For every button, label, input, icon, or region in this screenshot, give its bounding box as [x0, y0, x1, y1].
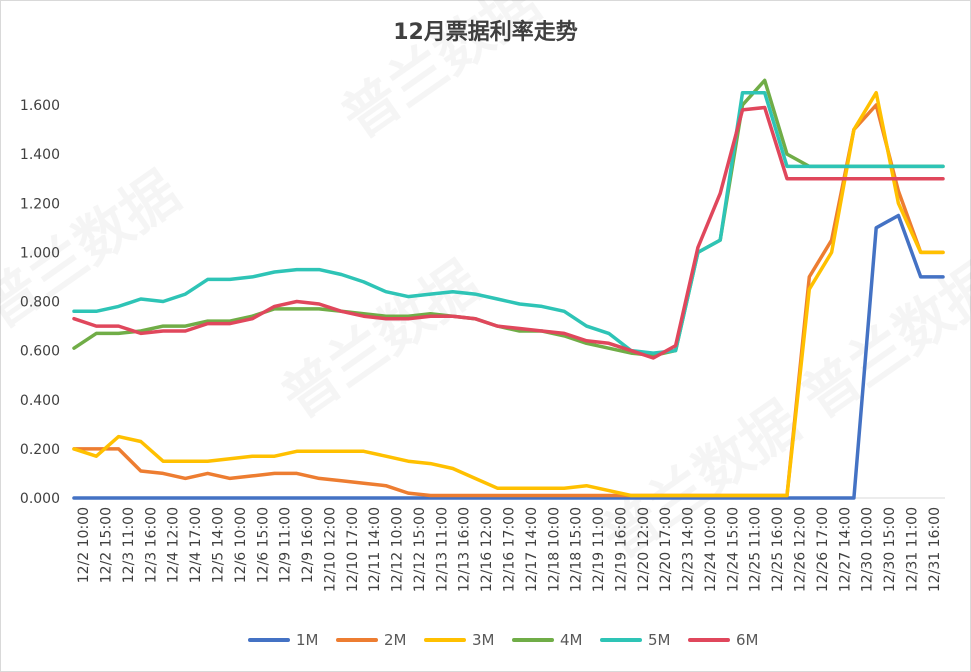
legend-label-1M: 1M: [296, 631, 319, 649]
y-tick-label: 0.200: [20, 442, 60, 458]
y-tick-label: 0.000: [20, 491, 60, 507]
x-tick-label: 12/19 16:00: [613, 507, 629, 592]
series-lines: [72, 78, 945, 500]
x-tick-label: 12/18 15:00: [569, 507, 585, 592]
x-tick-label: 12/12 15:00: [412, 507, 428, 592]
y-tick-label: 0.600: [20, 344, 60, 360]
x-tick-label: 12/17 14:00: [524, 507, 540, 592]
x-tick-label: 12/20 12:00: [636, 507, 652, 592]
x-tick-label: 12/26 17:00: [815, 507, 831, 592]
y-tick-label: 1.600: [20, 98, 60, 114]
x-tick-label: 12/31 11:00: [904, 507, 920, 592]
series-line-6M: [72, 105, 945, 360]
x-tick-label: 12/2 15:00: [99, 507, 115, 583]
x-tick-label: 12/4 17:00: [188, 507, 204, 583]
chart-title: 12月票据利率走势: [393, 20, 578, 45]
x-tick-label: 12/31 16:00: [927, 507, 943, 592]
x-tick-label: 12/25 16:00: [770, 507, 786, 592]
watermark: 普兰数据 普兰数据 普兰数据 普兰数据 普兰数据: [0, 0, 971, 571]
x-tick-label: 12/6 15:00: [255, 507, 271, 583]
x-tick-label: 12/6 10:00: [233, 507, 249, 583]
legend: 1M 2M 3M 4M 5M 6M: [248, 631, 759, 649]
series-line-3M: [72, 90, 945, 498]
x-tick-label: 12/3 11:00: [121, 507, 137, 583]
x-tick-label: 12/16 17:00: [502, 507, 518, 592]
x-tick-label: 12/23 14:00: [681, 507, 697, 592]
x-tick-label: 12/10 12:00: [322, 507, 338, 592]
legend-label-3M: 3M: [472, 631, 495, 649]
y-tick-label: 1.400: [20, 147, 60, 163]
x-tick-label: 12/3 16:00: [143, 507, 159, 583]
series-line-4M: [72, 78, 945, 358]
x-tick-label: 12/16 12:00: [479, 507, 495, 592]
y-tick-label: 1.000: [20, 245, 60, 261]
x-tick-label: 12/26 12:00: [793, 507, 809, 592]
x-tick-label: 12/10 17:00: [345, 507, 361, 592]
axes: 0.000 0.200 0.400 0.600 0.800 1.000 1.200 1.400…: [20, 98, 945, 592]
x-tick-label: 12/18 10:00: [546, 507, 562, 592]
legend-label-2M: 2M: [384, 631, 407, 649]
series-line-5M: [72, 90, 945, 355]
y-tick-label: 0.800: [20, 295, 60, 311]
x-tick-label: 12/30 15:00: [882, 507, 898, 592]
legend-label-4M: 4M: [560, 631, 583, 649]
x-tick-label: 12/2 10:00: [76, 507, 92, 583]
x-tick-label: 12/11 14:00: [367, 507, 383, 592]
x-tick-label: 12/24 15:00: [725, 507, 741, 592]
legend-label-5M: 5M: [648, 631, 671, 649]
y-tick-label: 0.400: [20, 393, 60, 409]
x-tick-label: 12/19 11:00: [591, 507, 607, 592]
x-tick-label: 12/13 11:00: [434, 507, 450, 592]
x-tick-label: 12/13 16:00: [457, 507, 473, 592]
x-tick-label: 12/9 16:00: [300, 507, 316, 583]
x-tick-label: 12/5 14:00: [211, 507, 227, 583]
x-tick-label: 12/27 14:00: [837, 507, 853, 592]
x-tick-label: 12/12 10:00: [390, 507, 406, 592]
x-tick-label: 12/30 10:00: [860, 507, 876, 592]
svg-text:普兰数据: 普兰数据: [271, 250, 492, 432]
x-tick-label: 12/24 10:00: [703, 507, 719, 592]
x-tick-label: 12/25 11:00: [748, 507, 764, 592]
svg-text:普兰数据: 普兰数据: [331, 0, 552, 151]
x-tick-label: 12/20 17:00: [658, 507, 674, 592]
legend-label-6M: 6M: [736, 631, 759, 649]
x-tick-label: 12/9 11:00: [278, 507, 294, 583]
series-line-1M: [72, 213, 945, 500]
y-tick-label: 1.200: [20, 196, 60, 212]
x-tick-label: 12/4 12:00: [166, 507, 182, 583]
